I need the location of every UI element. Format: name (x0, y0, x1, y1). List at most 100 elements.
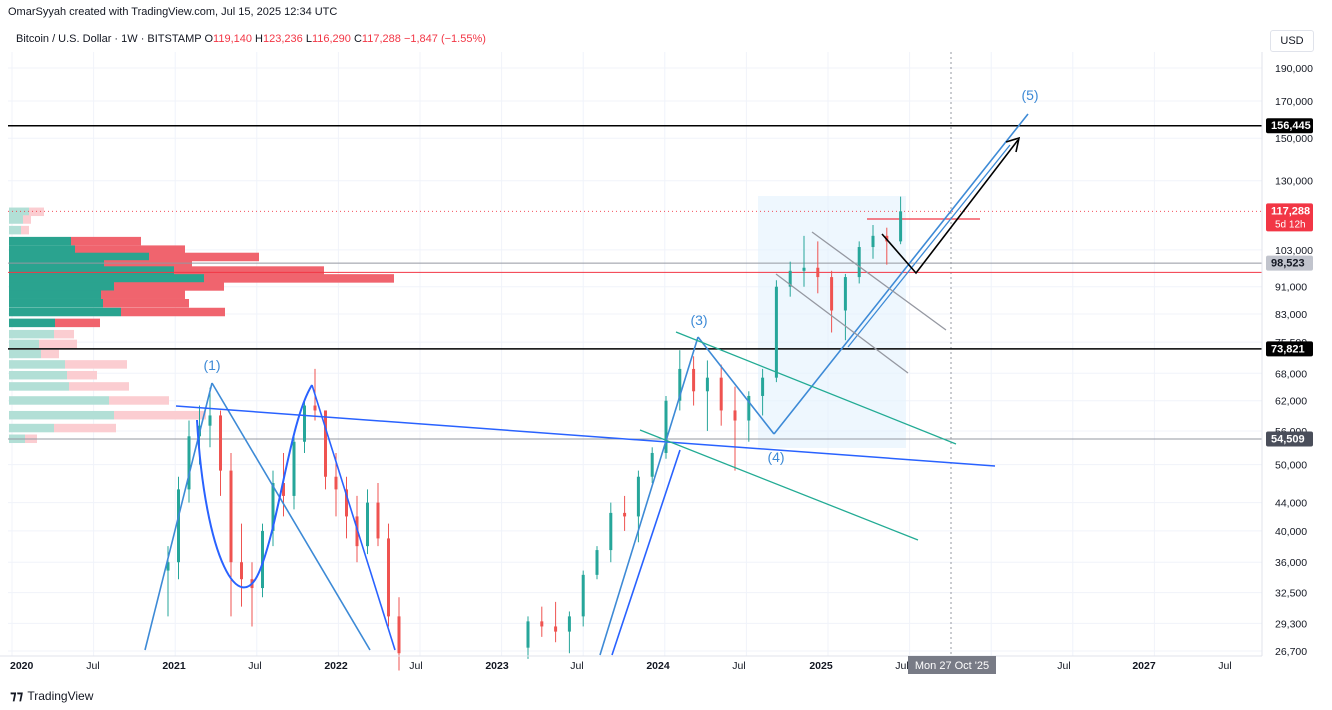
volume-profile-down-bar (21, 225, 29, 235)
open-value: 119,140 (213, 33, 252, 45)
price-axis-tick: 40,000 (1275, 526, 1307, 538)
candle-body[interactable] (208, 415, 212, 426)
candle-body[interactable] (261, 530, 264, 589)
channel-line[interactable] (675, 331, 957, 445)
candle-body[interactable] (761, 377, 765, 396)
channel-line[interactable] (847, 144, 1011, 348)
channel-line[interactable] (811, 231, 947, 331)
low-value: 116,290 (311, 33, 351, 45)
high-label: H (255, 33, 263, 45)
wave-line[interactable] (211, 382, 371, 651)
candle-body[interactable] (303, 405, 306, 442)
candle-body[interactable] (664, 400, 668, 453)
tradingview-logo-icon: ⁊⁊ (10, 688, 24, 703)
candle-body[interactable] (526, 621, 530, 648)
candle-body[interactable] (774, 286, 778, 378)
candle-body[interactable] (830, 277, 834, 311)
currency-button[interactable]: USD (1270, 30, 1314, 52)
candle-body[interactable] (177, 489, 180, 563)
candle-body[interactable] (166, 562, 170, 571)
candle-body[interactable] (282, 482, 285, 496)
high-value: 123,236 (263, 33, 303, 45)
candle-body[interactable] (609, 512, 613, 551)
wave-line[interactable] (144, 382, 213, 651)
candle-body[interactable] (816, 267, 820, 278)
candle-body[interactable] (678, 368, 682, 401)
candle-body[interactable] (387, 538, 390, 617)
crosshair-date-text: Mon 27 Oct '25 (915, 660, 989, 672)
price-tag-text: 117,288 (1271, 205, 1310, 217)
candle-body[interactable] (595, 550, 599, 575)
volume-profile-up-bar (9, 207, 29, 217)
price-axis-tick: 68,000 (1275, 368, 1307, 380)
volume-profile-up-bar (9, 307, 121, 317)
candle-body[interactable] (554, 626, 558, 632)
volume-profile-up-bar (9, 360, 65, 369)
wave-line[interactable] (611, 449, 681, 656)
candle-body[interactable] (843, 277, 847, 311)
price-tag-text: 73,821 (1271, 343, 1305, 355)
volume-profile-down-bar (65, 360, 127, 369)
time-axis-tick: 2025 (809, 660, 833, 672)
wave-line[interactable] (599, 336, 699, 656)
candle-body[interactable] (397, 616, 401, 654)
candle-body[interactable] (747, 395, 751, 421)
candle-body[interactable] (788, 270, 792, 287)
time-axis-tick: Jul (86, 660, 99, 672)
price-tag (1266, 431, 1313, 447)
price-axis-tick: 150,000 (1275, 133, 1313, 145)
candle-body[interactable] (719, 377, 723, 411)
projection-path[interactable] (881, 139, 1019, 275)
candle-body[interactable] (292, 441, 296, 496)
candle-body[interactable] (581, 574, 585, 617)
time-axis-tick: Jul (1218, 660, 1231, 672)
candle-body[interactable] (623, 512, 627, 517)
crosshair-date-tag (908, 656, 996, 674)
candle-body[interactable] (240, 562, 243, 580)
candle-body[interactable] (857, 247, 861, 278)
candle-body[interactable] (692, 368, 696, 392)
volume-profile-down-bar (54, 329, 74, 339)
candle-body[interactable] (313, 405, 317, 411)
volume-profile-up-bar (9, 318, 55, 328)
volume-profile-down-bar (67, 370, 97, 380)
candle-body[interactable] (229, 470, 233, 563)
candle-body[interactable] (376, 502, 380, 539)
volume-profile-down-bar (114, 410, 206, 420)
price-axis-tick: 32,500 (1275, 588, 1307, 600)
channel-line[interactable] (639, 429, 919, 541)
candle-body[interactable] (540, 621, 544, 627)
candle-body[interactable] (636, 476, 640, 517)
volume-profile-down-bar (101, 290, 185, 299)
candle-body[interactable] (871, 235, 875, 248)
channel-line[interactable] (775, 273, 909, 374)
candle-body[interactable] (324, 410, 327, 477)
volume-profile-up-bar (9, 298, 103, 308)
volume-profile-down-bar (55, 318, 100, 328)
candle-body[interactable] (650, 452, 654, 477)
candle-body[interactable] (187, 436, 191, 490)
wave-line[interactable] (311, 384, 396, 651)
candle-body[interactable] (567, 616, 571, 632)
candle-body[interactable] (802, 267, 806, 271)
volume-profile-up-bar (9, 225, 21, 235)
candle-body[interactable] (271, 482, 275, 531)
candle-body[interactable] (345, 489, 348, 517)
wave-curve[interactable] (196, 384, 313, 589)
price-axis-tick: 62,000 (1275, 396, 1307, 408)
wave-line[interactable] (697, 336, 775, 435)
candle-body[interactable] (334, 476, 338, 490)
volume-profile-down-bar (204, 274, 394, 283)
candle-body[interactable] (705, 377, 709, 392)
low-label: L (305, 33, 312, 45)
symbol-name[interactable]: Bitcoin / U.S. Dollar · 1W · BITSTAMP (16, 33, 202, 45)
candle-body[interactable] (366, 502, 369, 547)
price-axis-tick: 50,000 (1275, 460, 1307, 472)
candle-body[interactable] (733, 410, 737, 421)
trendline[interactable] (175, 405, 996, 467)
author-line: OmarSyyah created with TradingView.com, … (8, 6, 338, 18)
candle-body[interactable] (219, 415, 222, 471)
wave-line[interactable] (773, 113, 1029, 435)
candle-body[interactable] (899, 211, 903, 242)
